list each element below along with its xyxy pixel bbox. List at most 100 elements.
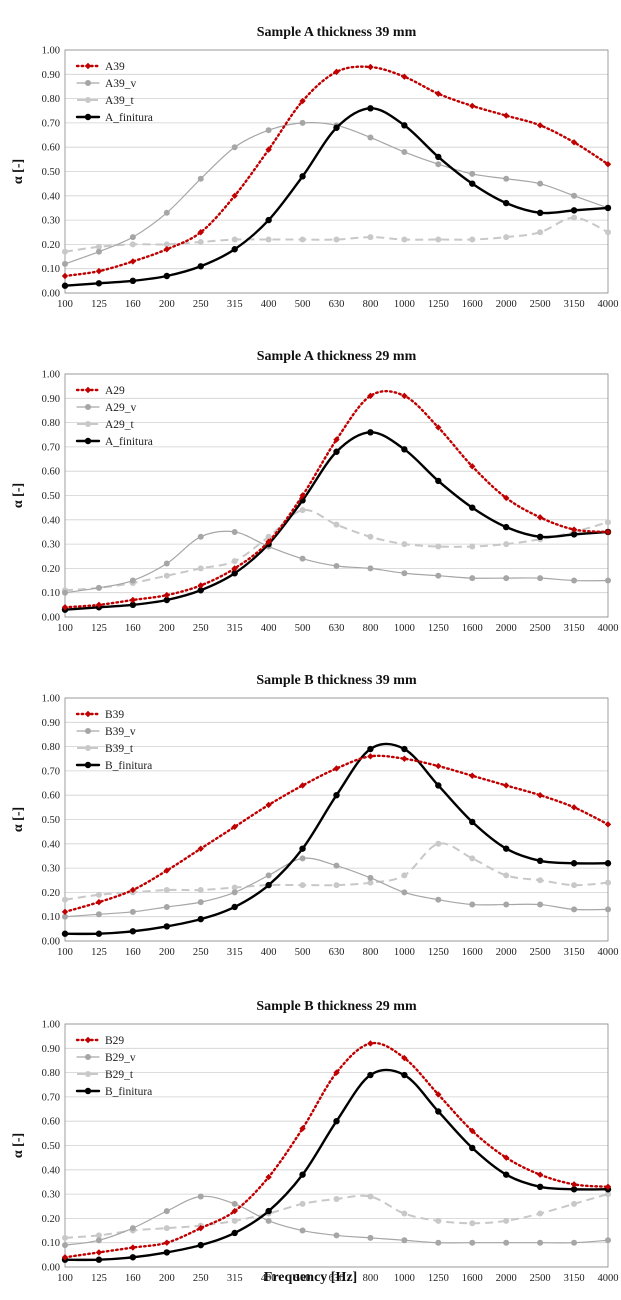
legend-entry: B_finitura <box>75 760 152 772</box>
data-point <box>129 258 137 265</box>
data-point <box>333 124 340 131</box>
x-tick-label: 100 <box>57 1273 73 1284</box>
x-tick-label: 315 <box>227 1273 243 1284</box>
data-point <box>537 1210 544 1217</box>
series-B29 <box>61 1040 612 1261</box>
data-point <box>62 1234 68 1241</box>
series-line <box>63 754 610 914</box>
data-point <box>605 229 611 236</box>
series-A29_v <box>62 528 611 596</box>
data-point <box>163 1239 171 1246</box>
series-B_finitura <box>61 1068 612 1263</box>
x-tick-label: 315 <box>227 299 243 310</box>
x-tick-label: 4000 <box>598 623 619 634</box>
data-point <box>163 241 170 248</box>
data-point <box>231 570 238 577</box>
legend-entry: A39_t <box>77 95 135 107</box>
data-point <box>502 523 510 531</box>
series-A_finitura <box>61 429 612 613</box>
legend-entry: B29 <box>75 1035 124 1047</box>
x-tick-label: 160 <box>125 623 141 634</box>
data-point <box>333 1232 340 1239</box>
data-point <box>197 1241 204 1249</box>
x-tick-label: 160 <box>125 1273 141 1284</box>
y-tick-label: 0.10 <box>42 912 60 923</box>
data-point <box>469 855 476 862</box>
x-tick-label: 125 <box>91 299 107 310</box>
data-point <box>333 448 340 455</box>
data-point <box>570 526 578 533</box>
legend-label: B29 <box>105 1035 124 1047</box>
x-tick-label: 630 <box>329 299 345 310</box>
data-point <box>435 762 442 770</box>
data-point <box>163 209 170 216</box>
data-point <box>401 149 408 156</box>
x-tick-label: 500 <box>295 947 311 958</box>
data-point <box>163 1225 170 1232</box>
data-point <box>333 68 340 76</box>
data-point <box>231 236 238 243</box>
x-tick-label: 1000 <box>394 947 415 958</box>
y-tick-label: 0.50 <box>42 1141 60 1152</box>
data-point <box>605 519 611 526</box>
data-point <box>604 161 612 168</box>
series-line <box>64 121 609 265</box>
data-point <box>469 236 476 243</box>
x-tick-label: 1000 <box>394 299 415 310</box>
data-point <box>62 1242 68 1249</box>
legend-label: A_finitura <box>105 436 153 448</box>
x-tick-label: 125 <box>91 1273 107 1284</box>
data-point <box>536 533 544 541</box>
data-point <box>435 782 442 789</box>
plot-area <box>64 697 609 942</box>
data-point <box>367 392 374 400</box>
series-B39_t <box>62 840 611 903</box>
x-tick-label: 160 <box>125 947 141 958</box>
data-point <box>570 1181 578 1188</box>
data-point <box>61 282 69 289</box>
data-point <box>435 424 442 431</box>
data-point <box>95 930 103 937</box>
data-point <box>367 1040 374 1047</box>
data-point <box>604 204 612 212</box>
legend-label: B39_v <box>105 726 136 738</box>
data-point <box>95 280 103 287</box>
y-tick-label: 0.20 <box>42 564 60 575</box>
data-point <box>605 577 611 584</box>
x-tick-label: 400 <box>261 1273 277 1284</box>
x-tick-label: 400 <box>261 623 277 634</box>
data-point <box>95 1232 102 1239</box>
y-tick-label: 0.40 <box>42 839 60 850</box>
data-point <box>129 277 137 285</box>
data-point <box>333 1069 340 1076</box>
legend-entry: A_finitura <box>75 112 153 124</box>
data-point <box>435 1239 442 1246</box>
data-point <box>401 73 408 80</box>
data-point <box>197 1193 204 1200</box>
data-point <box>333 236 340 243</box>
data-point <box>197 533 204 540</box>
y-tick-label: 0.60 <box>42 143 60 154</box>
data-point <box>469 1144 476 1152</box>
data-point <box>265 872 272 879</box>
x-tick-label: 125 <box>91 947 107 958</box>
data-point <box>536 1183 544 1191</box>
data-point <box>95 601 103 609</box>
data-point <box>401 236 408 243</box>
x-tick-label: 200 <box>159 299 175 310</box>
data-point <box>401 1071 408 1079</box>
y-tick-label: 0.30 <box>42 864 60 875</box>
data-point <box>570 804 578 811</box>
data-point <box>537 1239 544 1246</box>
data-point <box>502 494 510 502</box>
data-point <box>333 765 340 772</box>
y-tick-label: 0.30 <box>42 1190 60 1201</box>
data-point <box>435 161 442 168</box>
data-point <box>435 840 442 847</box>
y-tick-label: 1.00 <box>42 1020 60 1031</box>
data-point <box>231 528 238 535</box>
data-point <box>367 874 374 881</box>
data-point <box>570 139 578 146</box>
data-point <box>299 782 306 789</box>
data-point <box>435 236 442 243</box>
